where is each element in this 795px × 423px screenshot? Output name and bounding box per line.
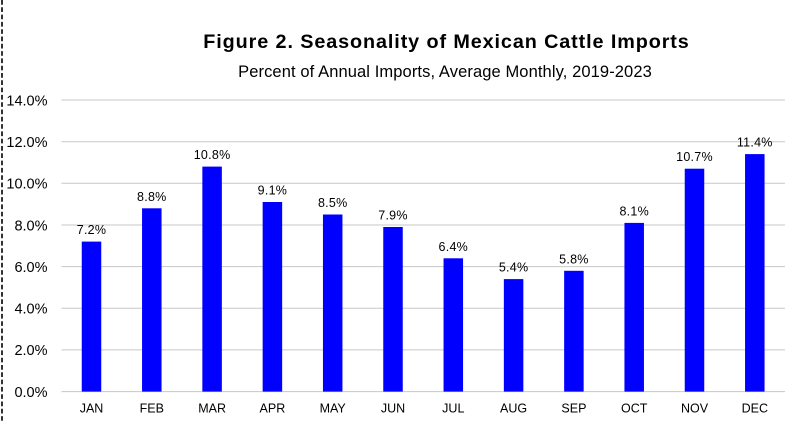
svg-text:10.7%: 10.7% (676, 150, 713, 164)
svg-text:NOV: NOV (681, 402, 709, 416)
svg-text:OCT: OCT (621, 402, 648, 416)
svg-text:11.4%: 11.4% (737, 136, 773, 150)
svg-text:2.0%: 2.0% (14, 343, 47, 359)
svg-text:AUG: AUG (500, 402, 527, 416)
svg-text:8.1%: 8.1% (619, 204, 649, 218)
svg-text:8.5%: 8.5% (318, 196, 348, 210)
svg-text:FEB: FEB (140, 402, 164, 416)
svg-text:5.4%: 5.4% (499, 261, 529, 275)
svg-text:APR: APR (260, 402, 286, 416)
svg-text:12.0%: 12.0% (6, 135, 47, 151)
svg-text:MAY: MAY (320, 402, 347, 416)
svg-text:10.8%: 10.8% (194, 148, 231, 162)
svg-text:0.0%: 0.0% (14, 385, 47, 401)
svg-text:6.0%: 6.0% (14, 260, 47, 276)
svg-text:7.2%: 7.2% (77, 223, 107, 237)
svg-text:9.1%: 9.1% (258, 184, 288, 198)
svg-text:5.8%: 5.8% (559, 252, 589, 266)
svg-text:7.9%: 7.9% (378, 209, 408, 223)
svg-text:8.0%: 8.0% (14, 218, 47, 234)
svg-text:JAN: JAN (80, 402, 104, 416)
svg-text:8.8%: 8.8% (137, 190, 167, 204)
svg-text:Percent of Annual Imports, Ave: Percent of Annual Imports, Average Month… (238, 63, 652, 81)
svg-text:4.0%: 4.0% (14, 302, 47, 318)
svg-text:JUN: JUN (381, 402, 405, 416)
svg-text:6.4%: 6.4% (439, 240, 469, 254)
svg-text:SEP: SEP (561, 402, 586, 416)
svg-text:14.0%: 14.0% (6, 93, 47, 109)
svg-text:10.0%: 10.0% (6, 177, 47, 193)
svg-text:JUL: JUL (442, 402, 464, 416)
svg-text:DEC: DEC (742, 402, 768, 416)
svg-text:Figure 2. Seasonality of Mexic: Figure 2. Seasonality of Mexican Cattle … (203, 31, 689, 53)
svg-text:MAR: MAR (198, 402, 226, 416)
